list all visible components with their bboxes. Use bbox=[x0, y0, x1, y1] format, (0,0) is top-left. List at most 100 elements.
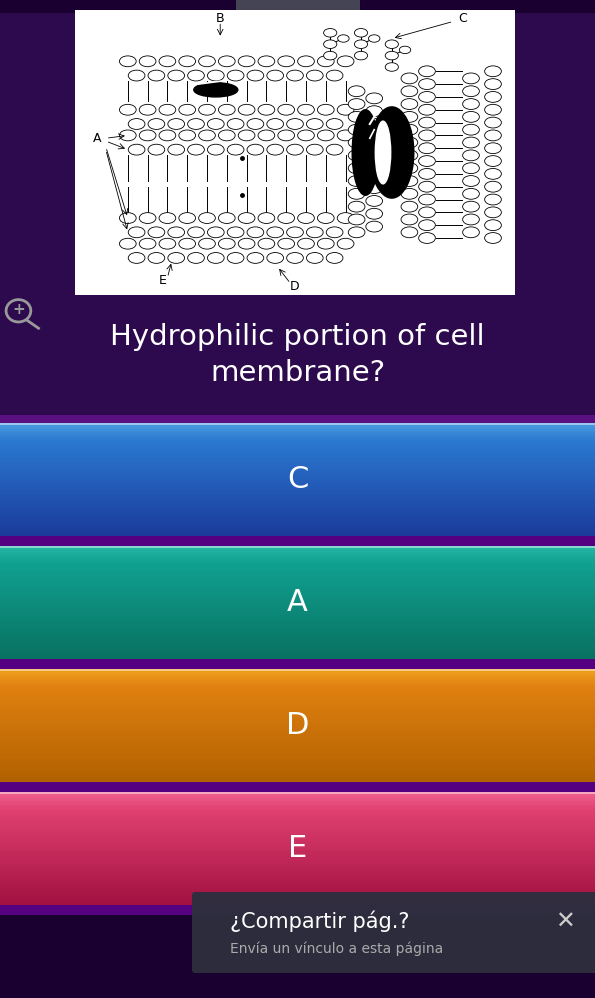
Circle shape bbox=[218, 239, 235, 250]
Bar bbox=[0, 669, 595, 671]
Circle shape bbox=[247, 119, 264, 130]
Circle shape bbox=[306, 70, 323, 81]
Circle shape bbox=[247, 227, 264, 238]
Circle shape bbox=[287, 227, 303, 238]
Circle shape bbox=[419, 105, 436, 115]
Bar bbox=[0, 737, 595, 739]
Circle shape bbox=[366, 196, 383, 207]
Circle shape bbox=[306, 252, 323, 263]
Bar bbox=[0, 576, 595, 578]
Circle shape bbox=[199, 213, 215, 224]
Circle shape bbox=[463, 202, 480, 212]
Bar bbox=[0, 698, 595, 700]
Circle shape bbox=[227, 252, 244, 263]
Circle shape bbox=[218, 130, 235, 141]
Text: A: A bbox=[93, 132, 101, 145]
Bar bbox=[0, 552, 595, 554]
Bar bbox=[0, 766, 595, 768]
Circle shape bbox=[168, 70, 184, 81]
Circle shape bbox=[159, 239, 176, 250]
Bar bbox=[0, 612, 595, 614]
Bar bbox=[0, 603, 595, 605]
Circle shape bbox=[366, 132, 383, 143]
Bar bbox=[0, 810, 595, 812]
Circle shape bbox=[318, 56, 334, 67]
Bar bbox=[0, 582, 595, 584]
Bar bbox=[0, 595, 595, 597]
Bar bbox=[0, 735, 595, 737]
Bar bbox=[0, 768, 595, 770]
Bar bbox=[0, 493, 595, 495]
Bar bbox=[0, 610, 595, 612]
Circle shape bbox=[401, 86, 418, 97]
Bar bbox=[0, 432, 595, 434]
Bar bbox=[0, 875, 595, 877]
Circle shape bbox=[218, 213, 235, 224]
Circle shape bbox=[348, 150, 365, 161]
Bar bbox=[0, 614, 595, 616]
Bar bbox=[0, 622, 595, 623]
Circle shape bbox=[120, 213, 136, 224]
Bar bbox=[0, 757, 595, 759]
Bar bbox=[0, 525, 595, 527]
Bar bbox=[0, 730, 595, 732]
Circle shape bbox=[348, 125, 365, 135]
Circle shape bbox=[485, 156, 502, 167]
Circle shape bbox=[267, 252, 284, 263]
Circle shape bbox=[120, 239, 136, 250]
Circle shape bbox=[485, 79, 502, 90]
Bar bbox=[0, 863, 595, 865]
Circle shape bbox=[419, 92, 436, 103]
Bar bbox=[0, 688, 595, 690]
Circle shape bbox=[298, 56, 314, 67]
Circle shape bbox=[139, 56, 156, 67]
Bar bbox=[0, 529, 595, 530]
Bar bbox=[0, 498, 595, 500]
Bar bbox=[0, 620, 595, 622]
Bar bbox=[0, 659, 595, 669]
Bar bbox=[0, 792, 595, 793]
Bar bbox=[0, 657, 595, 659]
Circle shape bbox=[463, 86, 480, 97]
Bar bbox=[0, 504, 595, 506]
Circle shape bbox=[419, 207, 436, 218]
Bar bbox=[0, 899, 595, 901]
Bar bbox=[0, 561, 595, 563]
Circle shape bbox=[238, 56, 255, 67]
Bar bbox=[0, 586, 595, 588]
Circle shape bbox=[419, 143, 436, 154]
Bar bbox=[0, 430, 595, 432]
Circle shape bbox=[187, 70, 204, 81]
Circle shape bbox=[238, 130, 255, 141]
Circle shape bbox=[348, 86, 365, 97]
Circle shape bbox=[348, 189, 365, 200]
Bar bbox=[0, 567, 595, 569]
Bar bbox=[0, 569, 595, 571]
Circle shape bbox=[324, 29, 337, 37]
Bar bbox=[0, 669, 595, 671]
Circle shape bbox=[485, 105, 502, 115]
Circle shape bbox=[168, 145, 184, 155]
Circle shape bbox=[159, 213, 176, 224]
Bar bbox=[0, 809, 595, 810]
Bar bbox=[0, 453, 595, 455]
Circle shape bbox=[199, 56, 215, 67]
Bar bbox=[0, 627, 595, 629]
Bar bbox=[0, 517, 595, 519]
Bar bbox=[0, 884, 595, 886]
Circle shape bbox=[306, 119, 323, 130]
Bar bbox=[0, 532, 595, 534]
Circle shape bbox=[238, 105, 255, 115]
Circle shape bbox=[463, 227, 480, 238]
Bar bbox=[0, 882, 595, 884]
Bar bbox=[0, 500, 595, 502]
Bar bbox=[0, 867, 595, 869]
Circle shape bbox=[419, 220, 436, 231]
Bar bbox=[0, 681, 595, 683]
Circle shape bbox=[485, 117, 502, 128]
Bar bbox=[0, 513, 595, 515]
Bar bbox=[0, 438, 595, 440]
Bar bbox=[0, 827, 595, 829]
Bar bbox=[0, 512, 595, 513]
Bar bbox=[0, 445, 595, 447]
